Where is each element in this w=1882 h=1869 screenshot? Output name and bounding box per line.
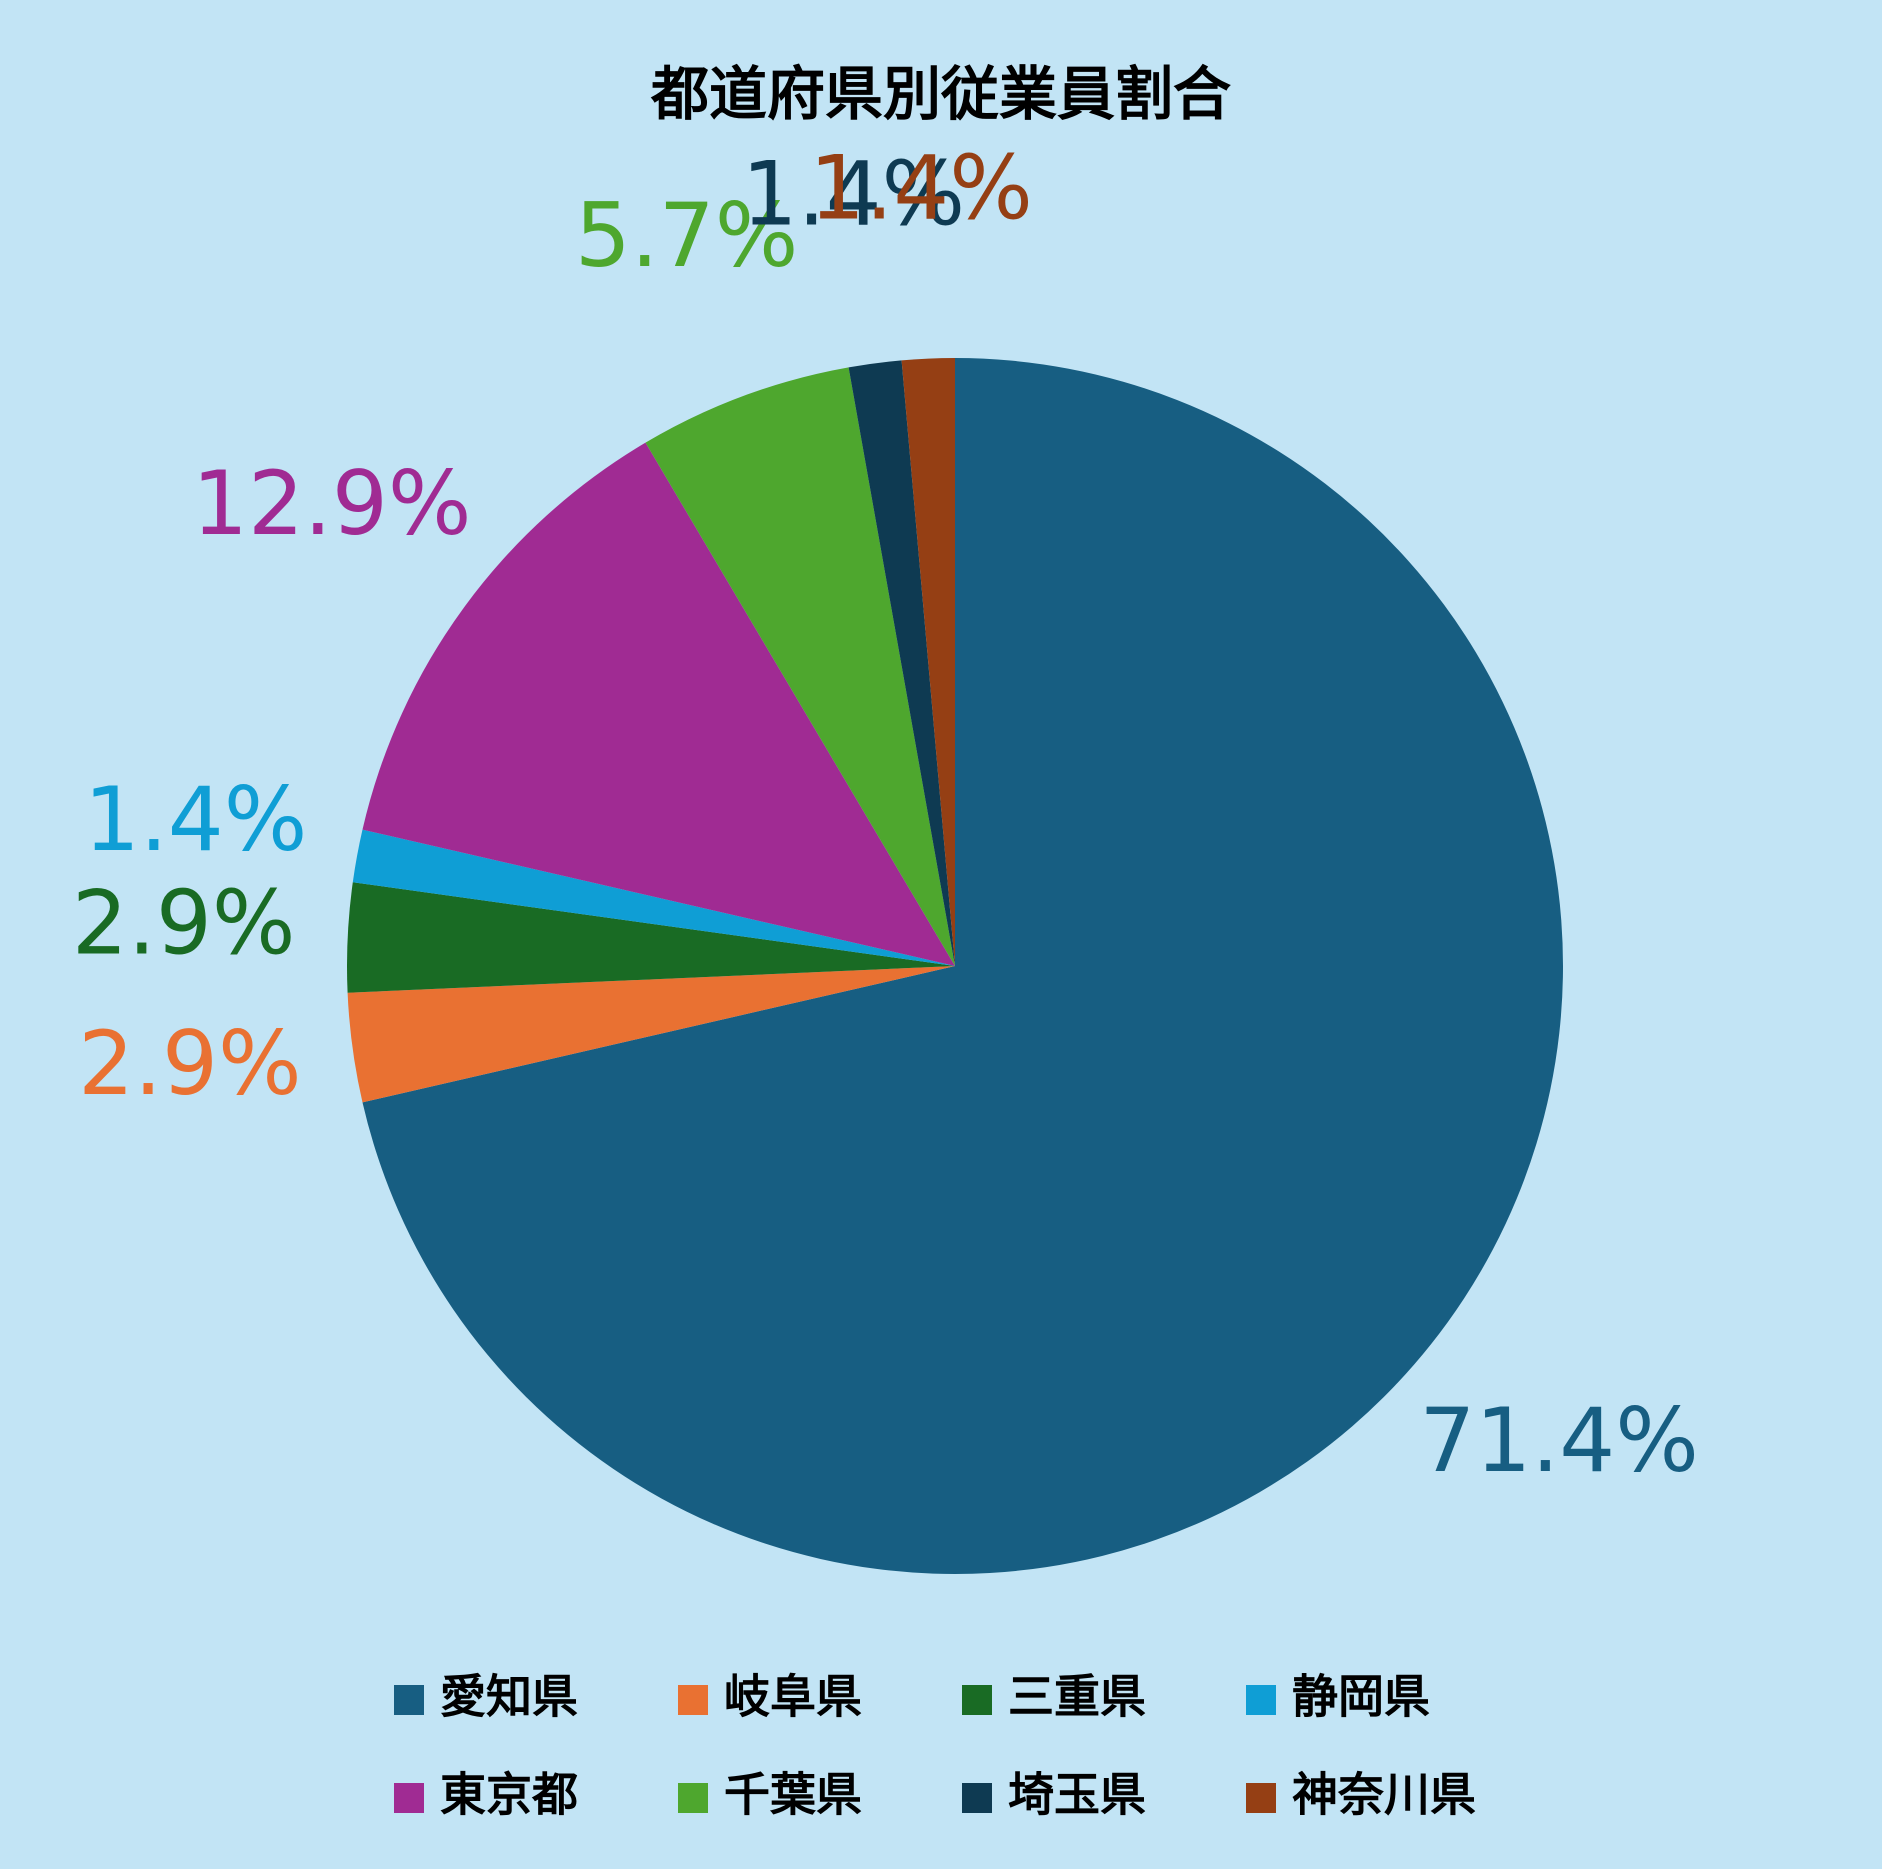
- legend-swatch: [678, 1685, 708, 1715]
- pie-slice: [352, 829, 955, 966]
- data-label: 2.9%: [78, 1012, 302, 1115]
- pie-slice: [848, 360, 955, 966]
- legend-label: 埼玉県: [1008, 1768, 1146, 1822]
- legend-label: 岐阜県: [724, 1670, 862, 1724]
- legend-swatch: [962, 1783, 992, 1813]
- pie-slice: [645, 367, 955, 966]
- legend-label: 東京都: [440, 1768, 578, 1822]
- legend-label: 静岡県: [1292, 1670, 1430, 1724]
- legend-swatch: [394, 1783, 424, 1813]
- data-label: 1.4%: [742, 142, 966, 245]
- legend-label: 神奈川県: [1292, 1768, 1476, 1822]
- legend-swatch: [394, 1685, 424, 1715]
- data-label: 12.9%: [192, 452, 472, 555]
- legend-swatch: [962, 1685, 992, 1715]
- data-label: 1.4%: [809, 137, 1033, 240]
- chart-title: 都道府県別従業員割合: [650, 60, 1231, 128]
- legend-label: 三重県: [1008, 1670, 1146, 1724]
- pie-slice: [347, 882, 956, 993]
- legend-swatch: [1246, 1783, 1276, 1813]
- data-label: 2.9%: [72, 872, 296, 975]
- pie-slice: [347, 966, 955, 1103]
- pie-slice: [901, 358, 955, 966]
- data-label: 1.4%: [84, 768, 308, 871]
- legend-swatch: [678, 1783, 708, 1813]
- data-label: 5.7%: [575, 184, 799, 287]
- legend-label: 千葉県: [724, 1768, 862, 1822]
- legend-swatch: [1246, 1685, 1276, 1715]
- legend-label: 愛知県: [440, 1670, 578, 1724]
- data-label: 71.4%: [1419, 1389, 1699, 1492]
- pie-slice: [362, 442, 955, 967]
- pie-slice: [362, 358, 1563, 1574]
